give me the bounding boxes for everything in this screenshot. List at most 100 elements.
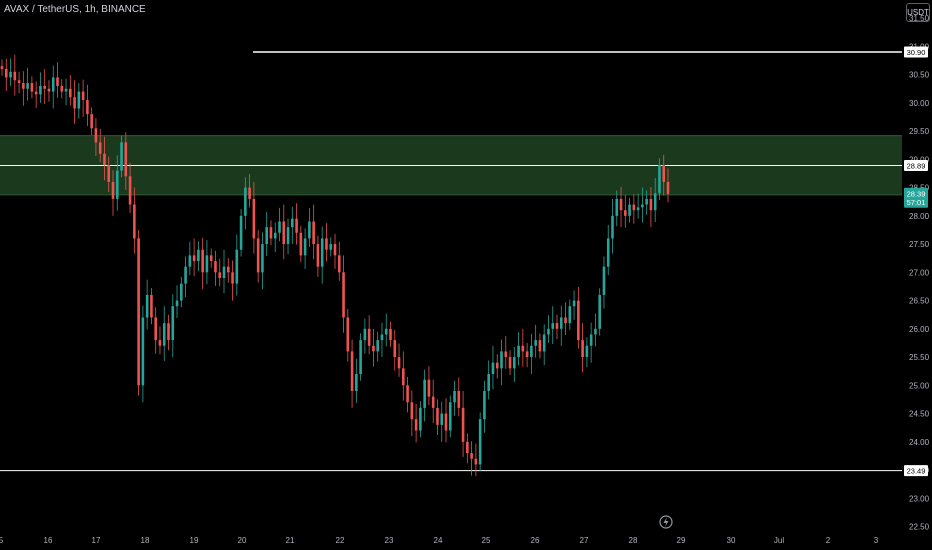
candle — [308, 207, 311, 247]
chart-title: AVAX / TetherUS, 1h, BINANCE — [4, 4, 146, 15]
candle — [325, 223, 328, 262]
candle — [175, 285, 179, 319]
candle — [60, 79, 64, 99]
candle — [269, 220, 273, 246]
x-tick-label: 18 — [141, 536, 150, 545]
candle — [372, 328, 375, 367]
candle — [162, 306, 166, 362]
candle — [278, 207, 281, 242]
candle — [98, 128, 102, 163]
candle — [393, 329, 397, 371]
candle — [547, 315, 550, 343]
x-tick-label: 24 — [434, 536, 443, 545]
candle — [508, 350, 512, 376]
candle — [478, 412, 482, 472]
candle — [22, 71, 25, 106]
candle — [197, 241, 200, 272]
candle — [133, 187, 136, 254]
candle — [521, 328, 525, 367]
candle — [13, 54, 17, 96]
candle — [589, 322, 593, 363]
candle — [598, 288, 601, 336]
currency-button[interactable]: USDT — [906, 3, 930, 22]
candle — [555, 314, 559, 339]
candle — [419, 401, 422, 438]
candle — [286, 218, 290, 255]
candle — [380, 322, 384, 358]
candle — [645, 190, 648, 215]
x-tick-label: 20 — [238, 536, 247, 545]
x-tick-label: 19 — [190, 536, 199, 545]
candle — [483, 380, 486, 433]
candle — [34, 81, 38, 108]
candle — [602, 256, 606, 309]
candle — [359, 333, 362, 381]
level-price-label: 28.89 — [904, 160, 928, 172]
candle — [124, 132, 128, 190]
candle — [239, 209, 243, 257]
candle — [231, 260, 234, 301]
x-tick-label: 21 — [286, 536, 295, 545]
y-tick-label: 31.50 — [909, 14, 930, 23]
x-tick-label: 25 — [482, 536, 491, 545]
candle — [30, 76, 34, 99]
candle — [312, 204, 315, 260]
y-tick-label: 29.00 — [909, 155, 930, 164]
candle — [346, 309, 350, 362]
candle — [226, 258, 230, 283]
candle — [39, 72, 42, 103]
y-tick-label: 24.00 — [909, 438, 930, 447]
level-price-label: 23.49 — [904, 465, 928, 477]
candle — [107, 156, 111, 193]
x-tick-label: 3 — [874, 536, 879, 545]
candle — [69, 75, 72, 106]
candle — [491, 345, 495, 390]
candle — [448, 395, 452, 438]
x-tick-label: 22 — [336, 536, 345, 545]
candle — [402, 351, 405, 401]
candle — [517, 332, 520, 366]
candle — [461, 390, 465, 458]
candle — [666, 168, 670, 203]
candle — [47, 80, 51, 102]
lightning-icon[interactable] — [659, 515, 673, 529]
y-tick-label: 29.50 — [909, 127, 930, 136]
candle — [150, 288, 153, 325]
candle — [154, 307, 157, 354]
candle — [615, 190, 619, 227]
candle — [77, 83, 81, 119]
candle — [624, 194, 627, 228]
candle — [355, 358, 358, 403]
candle — [9, 58, 12, 86]
candle — [662, 154, 666, 196]
x-tick-label: 27 — [580, 536, 589, 545]
candle — [86, 84, 89, 127]
candle — [431, 379, 435, 424]
level-price-label: 30.90 — [904, 46, 928, 58]
candle — [474, 443, 478, 477]
candle — [90, 107, 93, 136]
candle — [453, 380, 456, 416]
candle — [316, 235, 320, 277]
candle — [444, 398, 448, 443]
y-tick-label: 27.50 — [909, 240, 930, 249]
candle — [367, 315, 371, 355]
candle — [115, 155, 119, 211]
x-tick-label: 29 — [677, 536, 686, 545]
candle — [192, 238, 196, 277]
x-tick-label: 23 — [385, 536, 394, 545]
candle — [209, 248, 213, 268]
candle — [406, 376, 409, 413]
y-tick-label: 28.00 — [909, 212, 930, 221]
candle — [504, 336, 508, 369]
candle — [180, 276, 183, 308]
candle — [568, 299, 572, 330]
candle — [649, 187, 653, 228]
candle — [363, 318, 367, 354]
candle — [611, 198, 614, 254]
candle — [500, 339, 503, 386]
candle — [64, 78, 68, 106]
candle — [577, 287, 580, 349]
